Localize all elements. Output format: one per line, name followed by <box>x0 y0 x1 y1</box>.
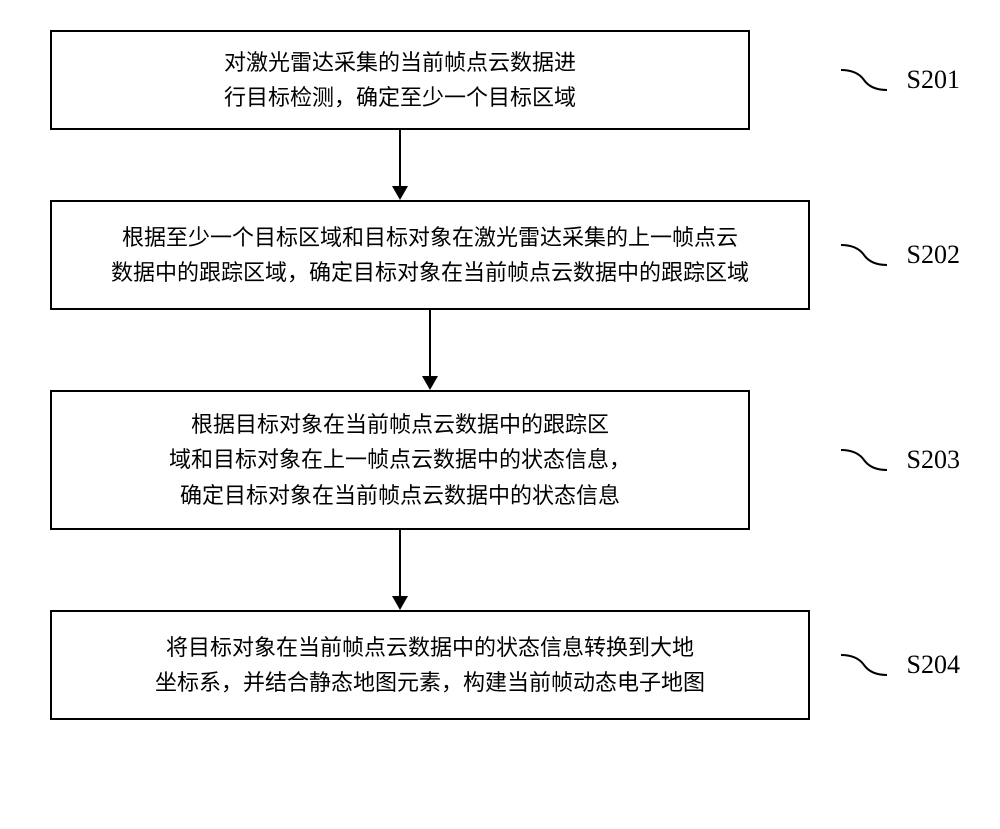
connector-s204: S204 <box>839 650 960 680</box>
step-box-s201: 对激光雷达采集的当前帧点云数据进 行目标检测，确定至少一个目标区域 <box>50 30 750 130</box>
connector-s203: S203 <box>839 445 960 475</box>
step-row-s203: 根据目标对象在当前帧点云数据中的跟踪区 域和目标对象在上一帧点云数据中的状态信息… <box>0 390 1000 530</box>
arrow-line <box>399 130 401 186</box>
connector-s202: S202 <box>839 240 960 270</box>
step-label-s204: S204 <box>907 650 960 680</box>
arrow-line <box>399 530 401 596</box>
arrow-head-icon <box>392 596 408 610</box>
arrow-s201-s202 <box>50 130 750 200</box>
step-box-s204: 将目标对象在当前帧点云数据中的状态信息转换到大地 坐标系，并结合静态地图元素，构… <box>50 610 810 720</box>
step-label-s201: S201 <box>907 65 960 95</box>
step-row-s204: 将目标对象在当前帧点云数据中的状态信息转换到大地 坐标系，并结合静态地图元素，构… <box>0 610 1000 720</box>
step-box-s203: 根据目标对象在当前帧点云数据中的跟踪区 域和目标对象在上一帧点云数据中的状态信息… <box>50 390 750 530</box>
curve-icon <box>839 445 889 475</box>
arrow-head-icon <box>422 376 438 390</box>
arrow-s203-s204 <box>50 530 750 610</box>
step-text-s204: 将目标对象在当前帧点云数据中的状态信息转换到大地 坐标系，并结合静态地图元素，构… <box>125 616 735 714</box>
step-box-s202: 根据至少一个目标区域和目标对象在激光雷达采集的上一帧点云 数据中的跟踪区域，确定… <box>50 200 810 310</box>
curve-icon <box>839 65 889 95</box>
curve-icon <box>839 650 889 680</box>
step-text-s201: 对激光雷达采集的当前帧点云数据进 行目标检测，确定至少一个目标区域 <box>194 31 606 129</box>
arrow-line <box>429 310 431 376</box>
step-text-s202: 根据至少一个目标区域和目标对象在激光雷达采集的上一帧点云 数据中的跟踪区域，确定… <box>81 206 779 304</box>
step-text-s203: 根据目标对象在当前帧点云数据中的跟踪区 域和目标对象在上一帧点云数据中的状态信息… <box>139 393 661 527</box>
flowchart-container: 对激光雷达采集的当前帧点云数据进 行目标检测，确定至少一个目标区域 S201 根… <box>0 0 1000 829</box>
step-row-s201: 对激光雷达采集的当前帧点云数据进 行目标检测，确定至少一个目标区域 S201 <box>0 30 1000 130</box>
arrow-s202-s203 <box>50 310 810 390</box>
step-label-s202: S202 <box>907 240 960 270</box>
step-label-s203: S203 <box>907 445 960 475</box>
step-row-s202: 根据至少一个目标区域和目标对象在激光雷达采集的上一帧点云 数据中的跟踪区域，确定… <box>0 200 1000 310</box>
connector-s201: S201 <box>839 65 960 95</box>
curve-icon <box>839 240 889 270</box>
arrow-head-icon <box>392 186 408 200</box>
